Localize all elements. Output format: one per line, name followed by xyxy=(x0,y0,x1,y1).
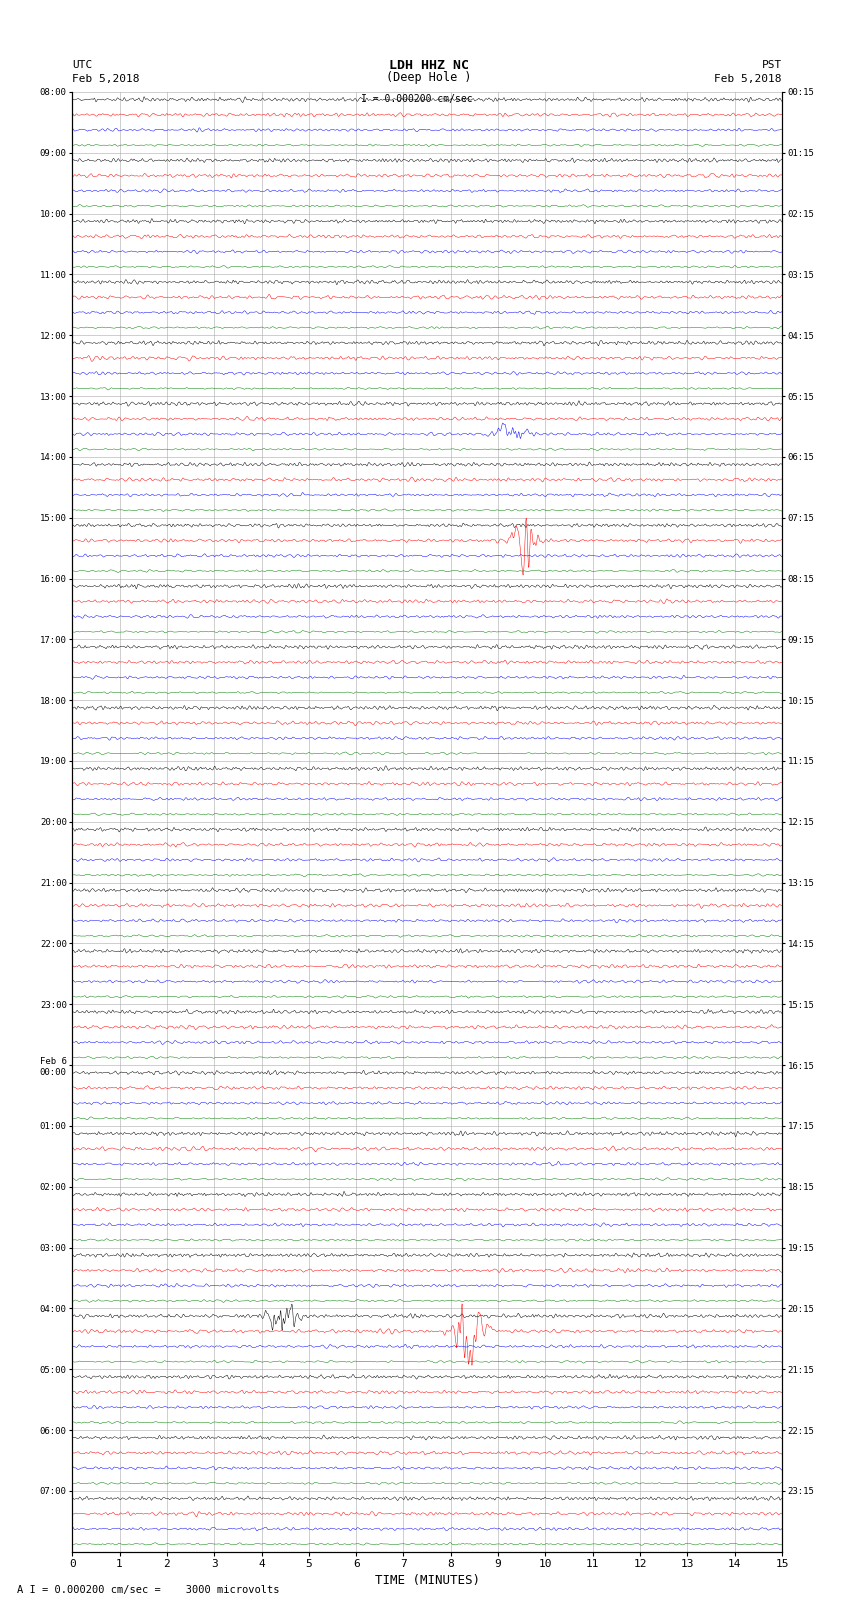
Text: A I = 0.000200 cm/sec =    3000 microvolts: A I = 0.000200 cm/sec = 3000 microvolts xyxy=(17,1586,280,1595)
Text: Feb 5,2018: Feb 5,2018 xyxy=(72,74,139,84)
Text: (Deep Hole ): (Deep Hole ) xyxy=(387,71,472,84)
Text: I = 0.000200 cm/sec: I = 0.000200 cm/sec xyxy=(360,94,473,105)
Text: Feb 5,2018: Feb 5,2018 xyxy=(715,74,782,84)
Text: PST: PST xyxy=(762,60,782,71)
Text: LDH HHZ NC: LDH HHZ NC xyxy=(389,58,469,71)
X-axis label: TIME (MINUTES): TIME (MINUTES) xyxy=(375,1574,479,1587)
Text: UTC: UTC xyxy=(72,60,93,71)
